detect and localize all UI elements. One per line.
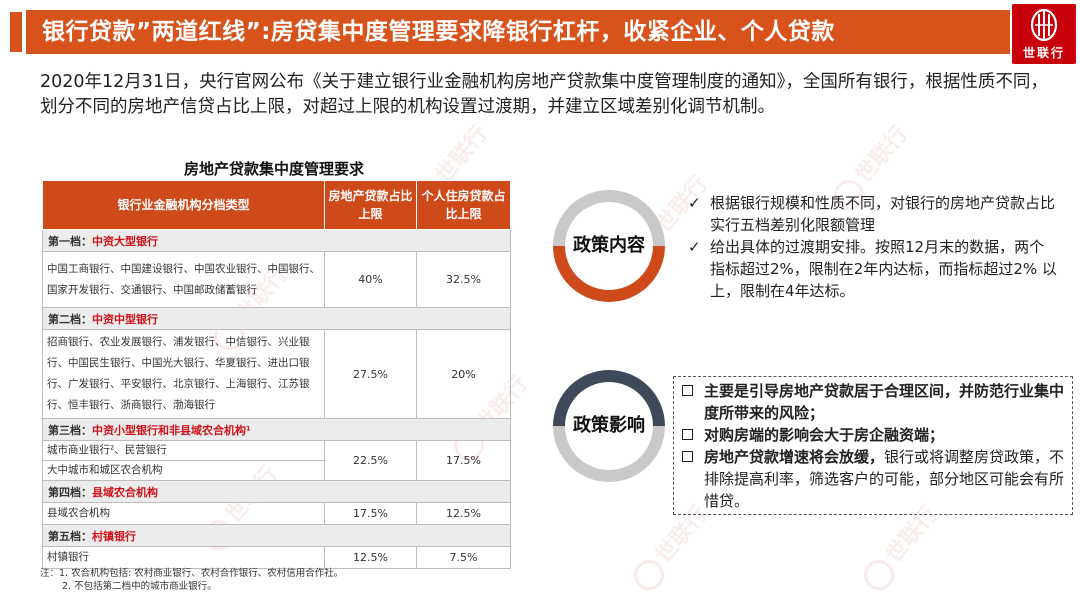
list-item: 主要是引导房地产贷款居于合理区间，并防范行业集中度所带来的风险； — [682, 380, 1066, 424]
policy-content-list: ✓ 根据银行规模和性质不同，对银行的房地产贷款占比实行五档差别化限额管理 ✓ 给出具… — [688, 192, 1058, 302]
mortgage-cap-value: 17.5% — [416, 440, 511, 481]
tier-label: 第四档：县域农合机构 — [42, 480, 511, 503]
policy-impact-box: 主要是引导房地产贷款居于合理区间，并防范行业集中度所带来的风险； 对购房端的影响… — [673, 376, 1073, 515]
checkbox-square-icon — [682, 451, 693, 462]
column-header: 个人住房贷款占比上限 — [416, 180, 511, 230]
mortgage-cap-value: 12.5% — [416, 502, 511, 525]
bank-list: 城市商业银行²、民营银行 — [42, 440, 325, 461]
bank-list: 中国工商银行、中国建设银行、中国农业银行、中国银行、国家开发银行、交通银行、中国… — [42, 251, 325, 308]
policy-content-label: 政策内容 — [573, 235, 645, 256]
ring-center — [565, 382, 653, 470]
footnote-line: 注：1. 农合机构包括: 农村商业银行、农村合作银行、农村信用合作社。 — [40, 568, 344, 579]
table-header-row: 银行业金融机构分档类型 房地产贷款占比上限 个人住房贷款占比上限 — [42, 180, 511, 230]
tier-label: 第二档：中资中型银行 — [42, 307, 511, 330]
bank-list: 大中城市和城区农合机构 — [42, 460, 325, 481]
title-accent — [10, 12, 22, 52]
table-row: 县域农合机构 17.5% 12.5% — [42, 502, 511, 525]
logo-icon — [1030, 8, 1058, 42]
mortgage-cap-value: 20% — [416, 329, 511, 419]
checkbox-square-icon — [682, 429, 693, 440]
tier-label: 第一档：中资大型银行 — [42, 229, 511, 252]
mortgage-cap-value: 7.5% — [416, 546, 511, 569]
bank-list: 招商银行、农业发展银行、浦发银行、中信银行、兴业银行、中国民生银行、中国光大银行… — [42, 329, 325, 419]
title-background — [26, 10, 1010, 54]
list-item: ✓ 根据银行规模和性质不同，对银行的房地产贷款占比实行五档差别化限额管理 — [688, 194, 1056, 234]
tier-row: 第三档：中资小型银行和非县域农合机构¹ — [42, 418, 511, 441]
concentration-table: 银行业金融机构分档类型 房地产贷款占比上限 个人住房贷款占比上限 第一档：中资大… — [42, 180, 511, 569]
table-row: 中国工商银行、中国建设银行、中国农业银行、中国银行、国家开发银行、交通银行、中国… — [42, 251, 511, 308]
policy-impact-list: 主要是引导房地产贷款居于合理区间，并防范行业集中度所带来的风险； 对购房端的影响… — [682, 380, 1066, 512]
re-cap-value: 12.5% — [324, 546, 417, 569]
table-row: 大中城市和城区农合机构 — [42, 460, 511, 481]
table-row: 招商银行、农业发展银行、浦发银行、中信银行、兴业银行、中国民生银行、中国光大银行… — [42, 329, 511, 419]
re-cap-value: 22.5% — [324, 440, 417, 481]
column-header: 房地产贷款占比上限 — [324, 180, 417, 230]
policy-impact-ring: 政策影响 — [553, 370, 665, 482]
footnote-line: 2. 不包括第二档中的城市商业银行。 — [62, 581, 217, 592]
tier-row: 第四档：县域农合机构 — [42, 480, 511, 503]
tier-row: 第五档：村镇银行 — [42, 524, 511, 547]
tier-row: 第二档：中资中型银行 — [42, 307, 511, 330]
policy-content-ring: 政策内容 — [553, 190, 665, 302]
tier-label: 第三档：中资小型银行和非县域农合机构¹ — [42, 418, 511, 441]
intro-paragraph: 2020年12月31日，央行官网公布《关于建立银行业金融机构房地产贷款集中度管理… — [40, 72, 1048, 117]
table-title: 房地产贷款集中度管理要求 — [183, 160, 364, 178]
bank-list: 县域农合机构 — [42, 502, 325, 525]
tier-label: 第五档：村镇银行 — [42, 524, 511, 547]
list-item: ✓ 给出具体的过渡期安排。按照12月末的数据，两个指标超过2%，限制在2年内达标，… — [688, 238, 1057, 300]
table-row: 村镇银行 12.5% 7.5% — [42, 546, 511, 569]
column-header: 银行业金融机构分档类型 — [42, 180, 325, 230]
tier-row: 第一档：中资大型银行 — [42, 229, 511, 252]
company-logo: 世联行 — [1012, 4, 1076, 64]
check-icon: ✓ — [688, 238, 701, 256]
re-cap-value: 17.5% — [324, 502, 417, 525]
table-row: 城市商业银行²、民营银行 22.5% 17.5% — [42, 440, 511, 481]
checkbox-square-icon — [682, 385, 693, 396]
list-item: 房地产贷款增速将会放缓，银行或将调整房贷政策，不排除提高利率，筛选客户的可能，部… — [682, 446, 1066, 512]
mortgage-cap-value: 32.5% — [416, 251, 511, 308]
title-bar: 银行贷款”两道红线”:房贷集中度管理要求降银行杠杆，收紧企业、个人贷款 世联行 — [0, 0, 1080, 64]
page-title: 银行贷款”两道红线”:房贷集中度管理要求降银行杠杆，收紧企业、个人贷款 — [42, 19, 835, 45]
policy-impact-label: 政策影响 — [573, 415, 645, 436]
re-cap-value: 27.5% — [324, 329, 417, 419]
table-footnote: 注：1. 农合机构包括: 农村商业银行、农村合作银行、农村信用合作社。 2. 不… — [40, 567, 343, 593]
re-cap-value: 40% — [324, 251, 417, 308]
list-item: 对购房端的影响会大于房企融资端； — [682, 424, 1066, 446]
check-icon: ✓ — [688, 194, 701, 212]
bank-list: 村镇银行 — [42, 546, 325, 569]
logo-text: 世联行 — [1022, 46, 1065, 60]
ring-center — [565, 202, 653, 290]
